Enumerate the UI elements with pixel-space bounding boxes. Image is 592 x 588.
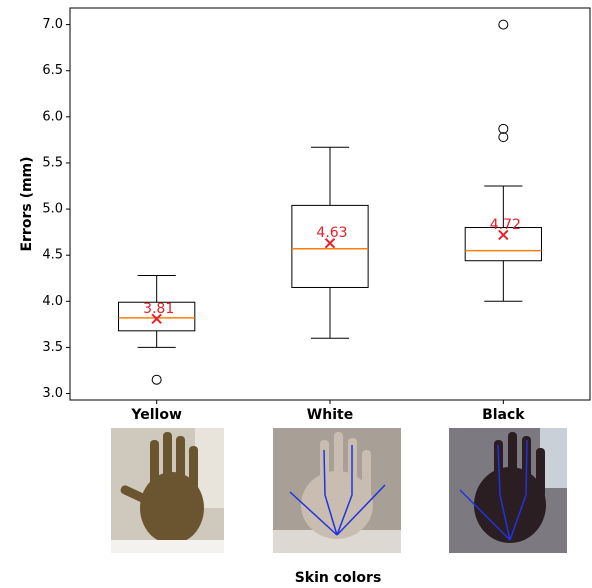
chart: Errors (mm) Skin colors 3.0 3.5 <box>0 0 592 588</box>
mean-label: 4.63 <box>316 225 347 241</box>
y-tick-label: 3.0 <box>42 386 63 401</box>
y-tick-label: 5.0 <box>42 202 63 217</box>
outlier <box>499 133 508 142</box>
x-tick-label: Yellow <box>130 407 182 423</box>
outlier <box>499 124 508 133</box>
y-tick-label: 6.0 <box>42 109 63 124</box>
x-tick-label: White <box>307 407 353 423</box>
outlier <box>152 375 161 384</box>
x-tick-label: Black <box>482 407 525 423</box>
y-tick-label: 4.0 <box>42 294 63 309</box>
hand-photo <box>111 428 224 553</box>
y-tick-label: 3.5 <box>42 340 63 355</box>
page: Errors (mm) Skin colors 3.0 3.5 <box>0 0 592 588</box>
hand-photo <box>449 428 567 553</box>
y-tick-label: 7.0 <box>42 17 63 32</box>
outlier <box>499 20 508 29</box>
y-tick-label: 6.5 <box>42 63 63 78</box>
y-tick-label: 4.5 <box>42 248 63 263</box>
mean-label: 4.72 <box>490 217 521 233</box>
y-tick-label: 5.5 <box>42 155 63 170</box>
hand-photo <box>273 428 401 553</box>
y-axis-label: Errors (mm) <box>19 156 35 251</box>
box <box>292 205 368 287</box>
mean-label: 3.81 <box>143 301 174 317</box>
x-axis-label: Skin colors <box>295 570 382 586</box>
